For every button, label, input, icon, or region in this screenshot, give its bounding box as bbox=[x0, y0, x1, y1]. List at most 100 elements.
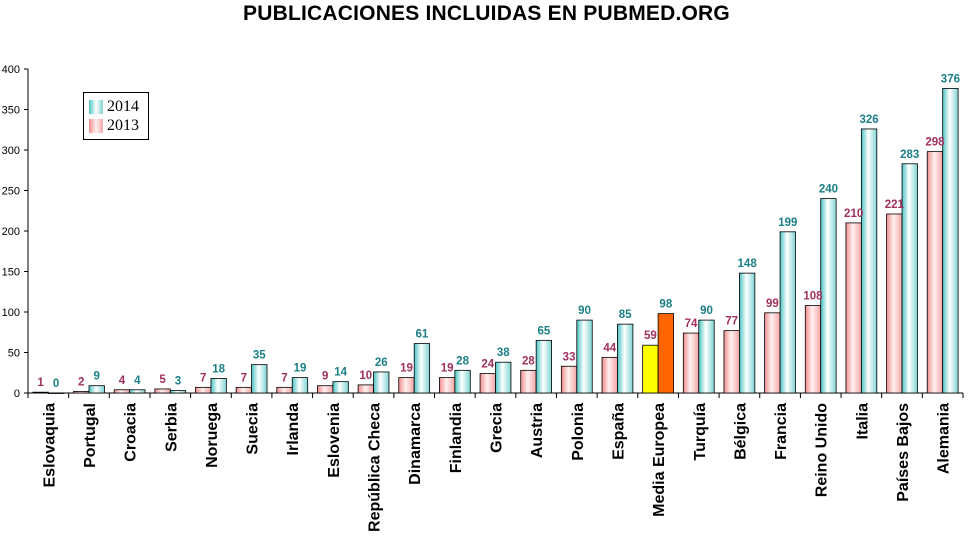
data-label-2014: 4 bbox=[134, 375, 141, 387]
bar-2014 bbox=[739, 272, 756, 394]
bar-2014 bbox=[332, 381, 349, 394]
bar-2013 bbox=[682, 332, 700, 394]
y-tick-label: 300 bbox=[2, 145, 20, 157]
category-label: República Checa bbox=[367, 403, 384, 532]
category-label: Polonia bbox=[570, 403, 587, 461]
data-label-2014: 61 bbox=[416, 329, 429, 341]
category-label: Irlanda bbox=[285, 403, 302, 456]
bar-2013 bbox=[560, 365, 578, 394]
data-label-2014: 199 bbox=[778, 217, 797, 229]
bar-2013 bbox=[642, 344, 659, 394]
y-tick-label: 250 bbox=[2, 186, 20, 198]
category-label: Finlandia bbox=[448, 403, 465, 473]
data-label-2014: 90 bbox=[578, 305, 591, 317]
bar-2013 bbox=[845, 222, 862, 394]
data-label-2013: 7 bbox=[281, 372, 287, 384]
y-tick-label: 400 bbox=[2, 64, 20, 76]
bar-2014 bbox=[860, 128, 878, 394]
bar-2014 bbox=[88, 385, 105, 394]
bar-2013 bbox=[73, 390, 90, 394]
data-label-2013: 7 bbox=[200, 372, 206, 384]
y-tick-label: 100 bbox=[2, 307, 20, 319]
data-label-2013: 74 bbox=[685, 318, 698, 330]
bar-2013 bbox=[438, 377, 456, 394]
bar-2014 bbox=[47, 392, 65, 394]
bar-2014 bbox=[657, 313, 674, 394]
category-label: Bélgica bbox=[732, 403, 749, 460]
data-label-2013: 19 bbox=[400, 363, 413, 375]
bar-2013 bbox=[926, 151, 944, 394]
data-label-2013: 99 bbox=[766, 298, 779, 310]
bar-2014 bbox=[251, 364, 268, 394]
bar-2013 bbox=[764, 312, 781, 394]
bar-2013 bbox=[357, 384, 374, 394]
bar-2013 bbox=[723, 330, 740, 394]
data-label-2013: 1 bbox=[37, 377, 44, 389]
legend-label-2013: 2013 bbox=[107, 117, 139, 134]
bar-2014 bbox=[169, 390, 187, 394]
data-label-2014: 65 bbox=[537, 325, 550, 337]
legend-swatch-2014 bbox=[89, 100, 103, 114]
data-label-2013: 44 bbox=[603, 342, 616, 354]
data-label-2014: 3 bbox=[175, 376, 181, 388]
bar-2014 bbox=[901, 163, 918, 394]
legend: 2014 2013 bbox=[83, 92, 149, 140]
category-label: Dinamarca bbox=[407, 403, 424, 485]
data-label-2014: 98 bbox=[659, 299, 672, 311]
bar-2014 bbox=[495, 361, 512, 394]
category-label: Eslovaquia bbox=[41, 403, 58, 488]
data-label-2014: 18 bbox=[212, 363, 225, 375]
data-label-2014: 38 bbox=[497, 347, 510, 359]
bar-2014 bbox=[454, 369, 471, 394]
y-tick-label: 0 bbox=[14, 388, 20, 400]
data-label-2014: 85 bbox=[619, 309, 632, 321]
data-label-2014: 26 bbox=[375, 357, 388, 369]
data-label-2013: 298 bbox=[925, 137, 945, 149]
category-label: Italia bbox=[854, 403, 871, 440]
category-label: Alemania bbox=[936, 403, 953, 474]
data-label-2014: 283 bbox=[900, 149, 919, 161]
category-label: Países Bajos bbox=[895, 403, 912, 502]
category-label: Austria bbox=[529, 403, 546, 458]
category-label: Reino Unido bbox=[814, 403, 831, 497]
data-label-2014: 90 bbox=[700, 305, 713, 317]
data-label-2013: 24 bbox=[481, 359, 494, 371]
legend-label-2014: 2014 bbox=[107, 98, 139, 115]
bar-2014 bbox=[820, 198, 837, 394]
data-label-2013: 108 bbox=[803, 291, 823, 303]
category-label: Suecia bbox=[245, 403, 262, 455]
data-label-2014: 240 bbox=[819, 184, 838, 196]
data-label-2013: 59 bbox=[644, 330, 657, 342]
bar-2014 bbox=[942, 88, 959, 394]
data-label-2014: 148 bbox=[738, 258, 758, 270]
category-label: Portugal bbox=[82, 403, 99, 468]
category-label: Eslovenia bbox=[326, 403, 343, 478]
data-label-2013: 7 bbox=[241, 372, 247, 384]
bar-2013 bbox=[601, 356, 618, 394]
data-label-2014: 376 bbox=[941, 73, 960, 85]
bar-2014 bbox=[291, 377, 309, 394]
data-label-2014: 0 bbox=[53, 378, 59, 390]
data-label-2013: 4 bbox=[119, 375, 126, 387]
category-label: Grecia bbox=[489, 403, 506, 453]
bar-2013 bbox=[32, 391, 49, 394]
data-label-2013: 19 bbox=[441, 363, 454, 375]
bar-2013 bbox=[479, 373, 496, 394]
category-label: Croacia bbox=[123, 403, 140, 462]
bar-2014 bbox=[617, 323, 634, 394]
bar-2014 bbox=[210, 378, 227, 394]
data-label-2013: 28 bbox=[522, 355, 535, 367]
y-tick-label: 200 bbox=[2, 226, 20, 238]
bar-2013 bbox=[804, 305, 822, 394]
legend-item-2013: 2013 bbox=[89, 117, 139, 135]
bar-2014 bbox=[373, 371, 390, 394]
category-label: Noruega bbox=[204, 403, 221, 468]
bar-2013 bbox=[195, 386, 212, 394]
data-label-2014: 28 bbox=[456, 355, 469, 367]
legend-item-2014: 2014 bbox=[89, 98, 139, 116]
category-label: Media Europea bbox=[651, 403, 668, 517]
data-label-2013: 10 bbox=[359, 370, 372, 382]
chart-title: PUBLICACIONES INCLUIDAS EN PUBMED.ORG bbox=[243, 2, 730, 25]
bar-2013 bbox=[154, 388, 171, 394]
